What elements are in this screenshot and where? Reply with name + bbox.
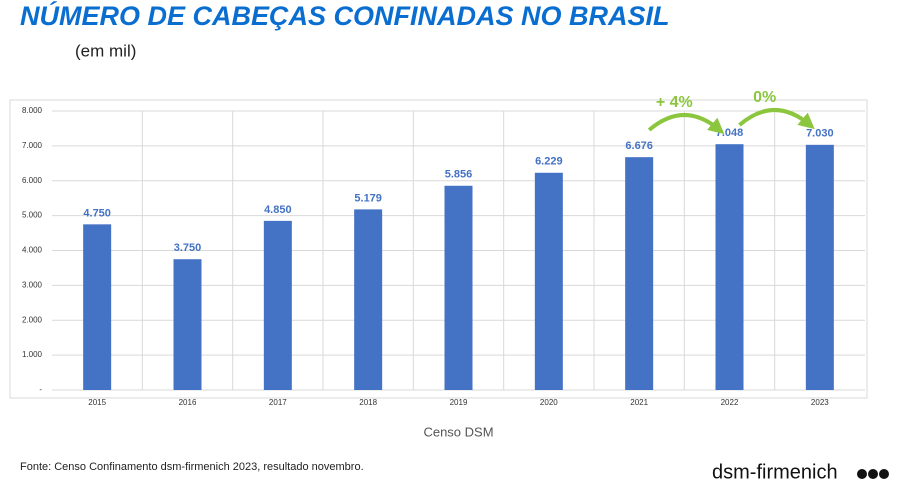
bar (83, 224, 112, 390)
x-tick-label: 2015 (88, 398, 106, 407)
bar (354, 209, 383, 390)
plot-frame (9, 99, 868, 399)
logo-dot (879, 469, 889, 479)
x-tick-label: 2022 (721, 398, 739, 407)
bar (173, 259, 202, 390)
y-tick-label: 8.000 (22, 106, 43, 115)
value-label: 4.750 (83, 207, 111, 219)
y-tick-label: - (39, 385, 42, 394)
bar (444, 185, 473, 390)
y-tick-label: 7.000 (22, 141, 43, 150)
bar (715, 144, 744, 390)
source: Fonte: Censo Confinamento dsm-firmenich … (20, 461, 364, 473)
bar (805, 144, 834, 390)
value-label: 5.179 (354, 192, 382, 204)
value-label: 7.030 (806, 128, 834, 140)
y-tick-label: 5.000 (22, 211, 43, 220)
y-tick-label: 1.000 (22, 350, 43, 359)
value-label: 4.850 (264, 204, 292, 216)
annotation: 0% (753, 89, 776, 106)
subtitle: (em mil) (75, 41, 136, 60)
annotation: + 4% (656, 94, 693, 111)
x-tick-label: 2016 (179, 398, 197, 407)
value-label: 5.856 (445, 169, 473, 181)
y-tick-label: 4.000 (22, 246, 43, 255)
title: NÚMERO DE CABEÇAS CONFINADAS NO BRASIL (20, 0, 670, 31)
y-tick-label: 6.000 (22, 176, 43, 185)
x-tick-label: 2021 (630, 398, 648, 407)
x-tick-label: 2020 (540, 398, 558, 407)
logo-dot (857, 469, 867, 479)
logo-dot (868, 469, 878, 479)
x-axis-label: Censo DSM (423, 424, 493, 439)
x-tick-label: 2023 (811, 398, 829, 407)
logo-text: dsm-firmenich (712, 461, 838, 483)
value-label: 6.676 (625, 140, 653, 152)
annotation-arrow (738, 108, 815, 130)
bar (263, 220, 292, 390)
annotation-arrow (647, 113, 725, 135)
value-label: 6.229 (535, 156, 563, 168)
logo: dsm-firmenich (712, 461, 889, 483)
x-tick-label: 2017 (269, 398, 287, 407)
bar (534, 172, 563, 390)
x-tick-label: 2018 (359, 398, 377, 407)
y-tick-label: 3.000 (22, 280, 43, 289)
y-tick-label: 2.000 (22, 315, 43, 324)
value-label: 3.750 (174, 242, 202, 254)
x-tick-label: 2019 (450, 398, 468, 407)
bar (625, 157, 654, 390)
